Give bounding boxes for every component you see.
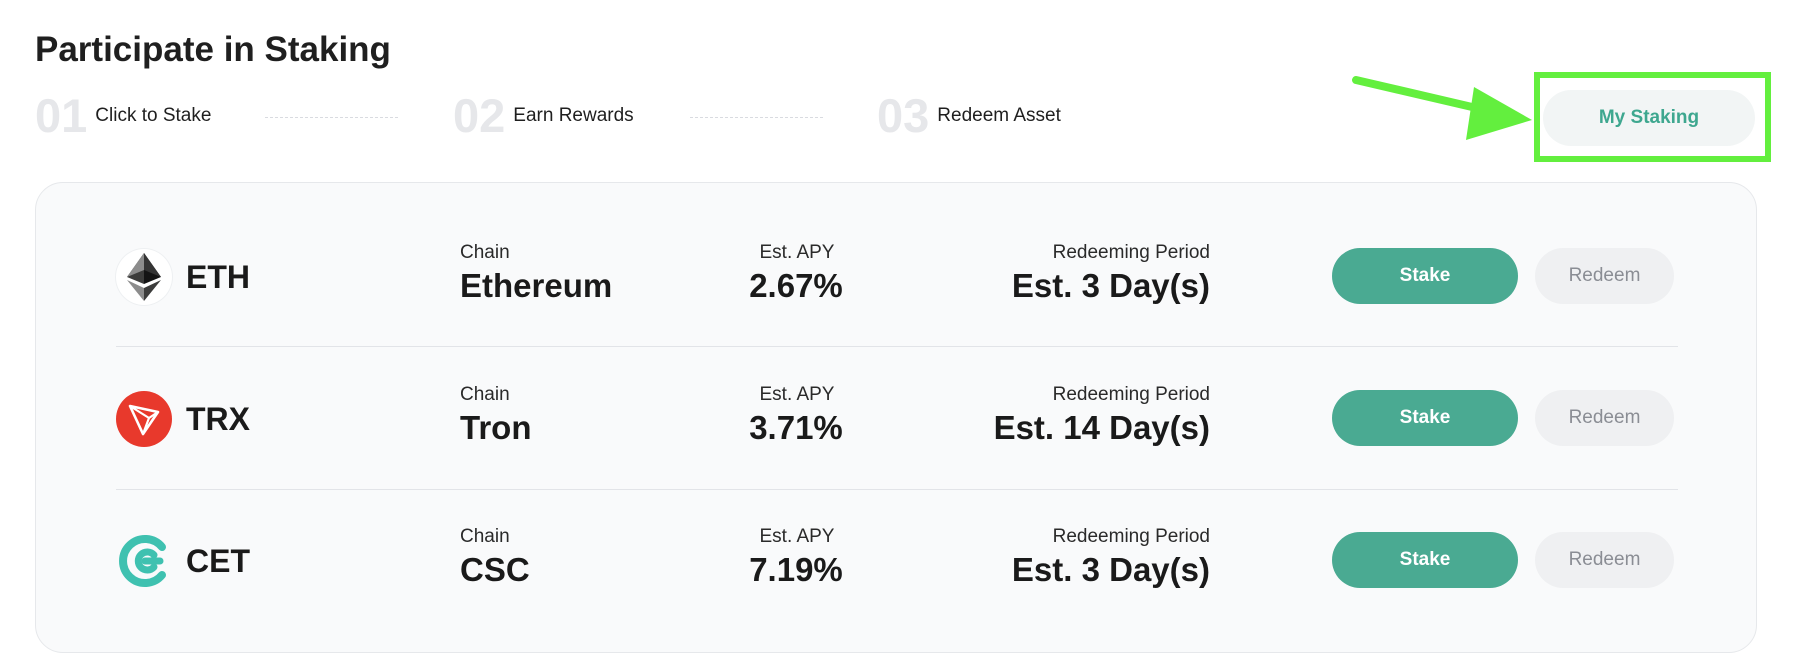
chain-value: Tron (460, 409, 532, 446)
period-label: Redeeming Period (1052, 242, 1210, 263)
step-number: 01 (35, 89, 88, 142)
redeem-button[interactable]: Redeem (1535, 248, 1674, 304)
period-value: Est. 14 Day(s) (993, 409, 1210, 446)
ethereum-icon (116, 249, 172, 305)
asset-row-trx: TRX Chain Tron Est. APY 3.71% Redeeming … (116, 347, 1678, 489)
step-2: 02 Earn Rewards (453, 92, 634, 139)
apy-label: Est. APY (759, 526, 835, 547)
asset-symbol: TRX (186, 400, 250, 437)
period-label: Redeeming Period (1052, 526, 1210, 547)
asset-coin: ETH (116, 249, 250, 305)
chain-label: Chain (460, 384, 510, 405)
stake-button[interactable]: Stake (1332, 248, 1518, 304)
annotation-arrow-icon (1352, 76, 1532, 140)
step-connector (690, 117, 823, 118)
apy-label: Est. APY (759, 242, 835, 263)
chain-label: Chain (460, 526, 510, 547)
my-staking-button[interactable]: My Staking (1543, 90, 1755, 146)
asset-coin: CET (116, 533, 250, 589)
coinex-icon (116, 533, 172, 589)
tron-icon (116, 391, 172, 447)
chain-value: CSC (460, 551, 530, 588)
step-label: Earn Rewards (513, 104, 634, 126)
apy-value: 3.71% (749, 409, 843, 446)
row-divider (116, 346, 1678, 347)
asset-symbol: ETH (186, 258, 250, 295)
step-number: 03 (877, 89, 930, 142)
step-label: Redeem Asset (937, 104, 1061, 126)
page-title: Participate in Staking (35, 30, 391, 69)
row-divider (116, 489, 1678, 490)
period-value: Est. 3 Day(s) (1011, 267, 1210, 304)
redeem-button[interactable]: Redeem (1535, 532, 1674, 588)
step-1: 01 Click to Stake (35, 92, 211, 139)
step-3: 03 Redeem Asset (877, 92, 1061, 139)
asset-row-eth: ETH Chain Ethereum Est. APY 2.67% Redeem… (116, 205, 1678, 347)
step-label: Click to Stake (95, 104, 212, 126)
annotation-highlight-box (1534, 72, 1771, 162)
apy-value: 2.67% (749, 267, 843, 304)
apy-label: Est. APY (759, 384, 835, 405)
stake-button[interactable]: Stake (1332, 390, 1518, 446)
stake-button[interactable]: Stake (1332, 532, 1518, 588)
asset-coin: TRX (116, 391, 250, 447)
step-connector (265, 117, 398, 118)
period-label: Redeeming Period (1052, 384, 1210, 405)
apy-value: 7.19% (749, 551, 843, 588)
asset-row-cet: CET Chain CSC Est. APY 7.19% Redeeming P… (116, 489, 1678, 631)
chain-value: Ethereum (460, 267, 613, 304)
chain-label: Chain (460, 242, 510, 263)
step-number: 02 (453, 89, 506, 142)
period-value: Est. 3 Day(s) (1011, 551, 1210, 588)
asset-symbol: CET (186, 542, 250, 579)
redeem-button[interactable]: Redeem (1535, 390, 1674, 446)
